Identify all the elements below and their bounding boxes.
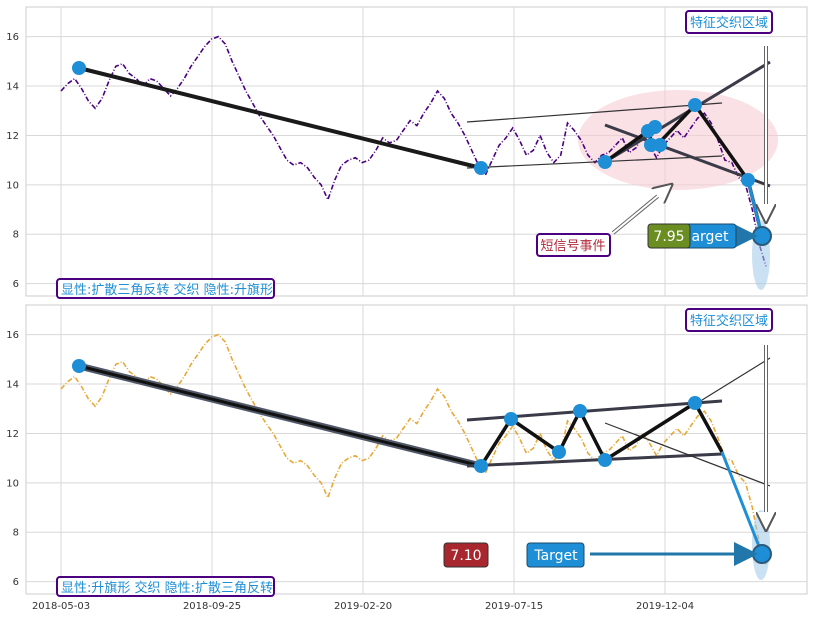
y-tick-label: 8 <box>13 528 19 539</box>
bottom-pivot-marker <box>688 396 702 410</box>
bottom-x-ticks: 2018-05-03 2018-09-25 2019-02-20 2019-07-15… <box>32 601 694 612</box>
x-tick-label: 2019-07-15 <box>485 601 543 612</box>
top-badge-feature-text: 特征交织区域 <box>690 15 768 31</box>
top-trend-line-long <box>78 66 482 170</box>
y-tick-label: 12 <box>6 429 19 440</box>
top-target-label-text: arget <box>691 229 729 245</box>
x-tick-label: 2019-12-04 <box>636 601 694 612</box>
bottom-channel-lower <box>466 452 723 468</box>
top-badge-signal-text: 短信号事件 <box>540 239 605 254</box>
top-badge-signal: 短信号事件 <box>536 233 611 257</box>
y-tick-label: 14 <box>6 82 19 93</box>
top-target-label: arget <box>683 223 737 249</box>
top-price-label-text: 7.95 <box>653 229 684 245</box>
bottom-badge-feature: 特征交织区域 <box>685 308 773 332</box>
bottom-trend-line-long-core <box>78 364 482 468</box>
bottom-y-ticks: 6 8 10 12 14 16 <box>6 330 19 588</box>
y-tick-label: 16 <box>6 330 19 341</box>
top-pivot-marker <box>474 161 488 175</box>
top-triangle-upper <box>466 102 723 123</box>
top-pivot-marker <box>653 138 667 152</box>
x-tick-label: 2018-05-03 <box>32 601 90 612</box>
top-pivot-markers <box>72 61 755 187</box>
y-tick-label: 8 <box>13 230 19 241</box>
bottom-target-label: Target <box>526 542 585 568</box>
bottom-target-drop <box>720 451 764 555</box>
top-feature-ellipse <box>578 90 778 190</box>
bottom-pattern-text: 显性:升旗形 交织 隐性:扩散三角反转 <box>61 580 273 596</box>
top-pattern-text: 显性:扩散三角反转 交织 隐性:升旗形 <box>61 282 273 298</box>
bottom-target-point <box>752 544 772 564</box>
top-price-label: 7.95 <box>647 223 691 249</box>
x-tick-label: 2019-02-20 <box>334 601 392 612</box>
bottom-price-label: 7.10 <box>443 542 489 568</box>
y-tick-label: 6 <box>13 279 19 290</box>
bottom-panel: 6 8 10 12 14 16 2018-05-03 2018-09-25 2019-02-2… <box>6 304 808 612</box>
y-tick-label: 12 <box>6 131 19 142</box>
top-y-ticks: 6 8 10 12 14 16 <box>6 32 19 290</box>
bottom-wedge-lower <box>604 422 771 487</box>
top-pivot-marker <box>648 120 662 134</box>
y-tick-label: 6 <box>13 577 19 588</box>
top-pivot-marker <box>598 155 612 169</box>
y-tick-label: 16 <box>6 32 19 43</box>
top-pattern-box: 显性:扩散三角反转 交织 隐性:升旗形 <box>56 278 275 299</box>
bottom-badge-feature-text: 特征交织区域 <box>690 313 768 329</box>
bottom-pivot-marker <box>504 412 518 426</box>
x-tick-label: 2018-09-25 <box>183 601 241 612</box>
top-pivot-marker <box>72 61 86 75</box>
bottom-target-label-text: Target <box>533 548 578 564</box>
top-badge-feature: 特征交织区域 <box>685 10 773 34</box>
bottom-pivot-marker <box>573 404 587 418</box>
bottom-pivot-marker <box>552 445 566 459</box>
bottom-pattern-box: 显性:升旗形 交织 隐性:扩散三角反转 <box>56 576 275 597</box>
bottom-price-label-text: 7.10 <box>450 548 481 564</box>
bottom-pivot-markers <box>72 359 702 473</box>
bottom-pivot-marker <box>474 459 488 473</box>
top-triangle-lower <box>466 155 723 169</box>
bottom-pivot-marker <box>72 359 86 373</box>
top-signal-arrow-core <box>612 186 670 234</box>
bottom-pivot-marker <box>598 453 612 467</box>
y-tick-label: 14 <box>6 380 19 391</box>
top-panel: 6 8 10 12 14 16 <box>6 6 808 299</box>
top-pivot-marker <box>688 98 702 112</box>
y-tick-label: 10 <box>6 180 19 191</box>
y-tick-label: 10 <box>6 478 19 489</box>
top-target-point <box>752 226 772 246</box>
